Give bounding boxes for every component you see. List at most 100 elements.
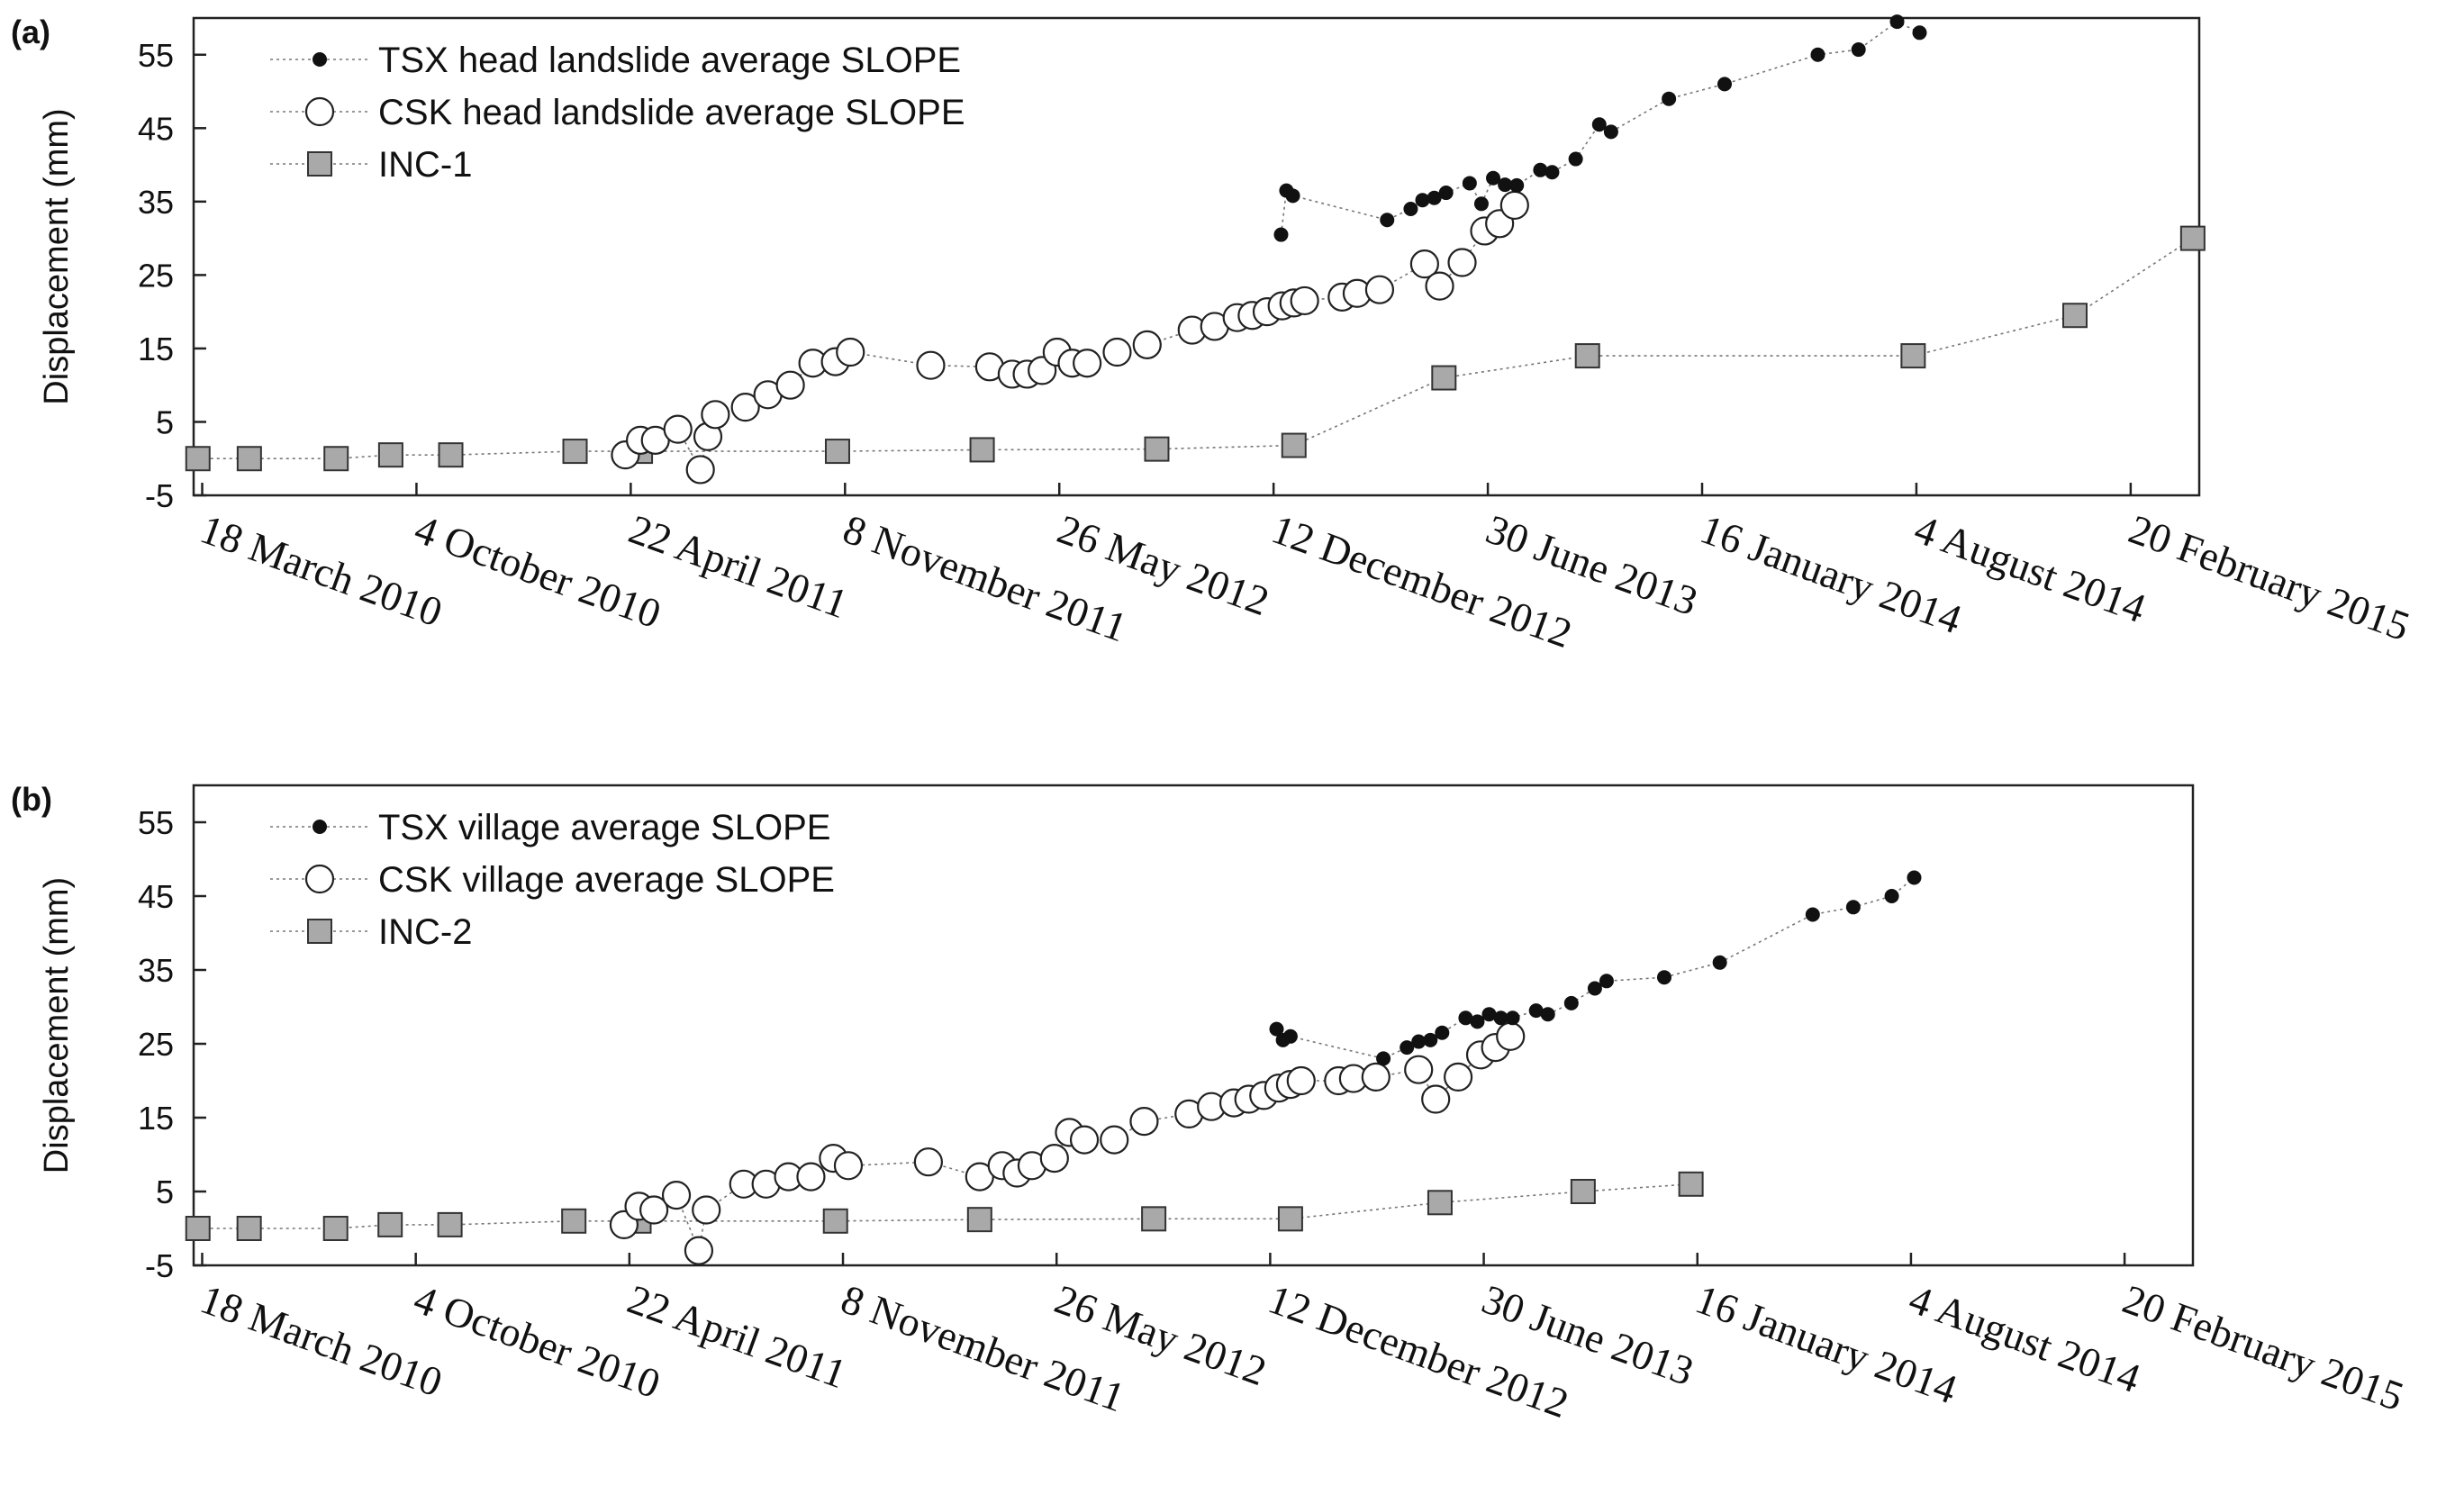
legend-label: CSK head landslide average SLOPE [378, 93, 965, 132]
data-point [1912, 25, 1927, 41]
data-point [1498, 177, 1513, 193]
data-point [1851, 42, 1866, 58]
data-point [1444, 1062, 1473, 1092]
data-point [1533, 162, 1548, 177]
data-point [438, 442, 464, 468]
data-point [1431, 365, 1457, 391]
data-point [236, 446, 262, 472]
series-3 [185, 1171, 1704, 1241]
data-point [1717, 77, 1732, 92]
plot-frame [192, 16, 2201, 497]
legend: TSX village average SLOPE CSK village ave… [270, 808, 835, 952]
data-point [1376, 1051, 1391, 1066]
data-point [1889, 14, 1905, 30]
data-point [1587, 981, 1602, 996]
data-point [1427, 190, 1442, 205]
legend-marker [313, 820, 327, 834]
data-point [1505, 1010, 1520, 1026]
data-point [836, 337, 865, 367]
y-tick-label: -5 [145, 1247, 174, 1284]
data-point [236, 1216, 262, 1241]
legend-label: INC-2 [378, 912, 472, 952]
y-tick-label: 45 [138, 878, 174, 915]
data-point [1486, 170, 1501, 186]
data-point [1269, 1021, 1284, 1037]
data-point [1144, 436, 1170, 462]
data-point [1282, 1028, 1298, 1044]
data-point [1427, 1190, 1453, 1216]
data-point [1462, 176, 1477, 191]
data-point [1285, 188, 1300, 204]
data-point [1447, 248, 1477, 277]
data-point [1423, 1032, 1438, 1047]
data-point [1568, 151, 1583, 167]
data-point [1662, 91, 1677, 106]
y-tick-label: 35 [138, 184, 174, 221]
panel-letter: (a) [11, 14, 50, 50]
data-point [1563, 995, 1579, 1010]
data-point [562, 439, 588, 465]
y-axis-label: Displacement (mm) [38, 877, 76, 1173]
data-point [1273, 227, 1289, 242]
y-tick-label: 55 [138, 37, 174, 74]
data-point [1570, 1179, 1596, 1204]
legend-label: TSX village average SLOPE [378, 808, 830, 847]
data-point [1403, 202, 1418, 216]
panel-letter: (b) [11, 781, 52, 818]
data-point [1528, 1003, 1544, 1019]
data-point [377, 442, 403, 468]
data-point [966, 1207, 992, 1233]
data-point [1421, 1084, 1451, 1114]
data-point [323, 446, 349, 472]
data-point [2179, 225, 2206, 251]
data-point [775, 370, 805, 400]
data-point [1277, 1206, 1303, 1232]
data-point [2062, 303, 2088, 329]
data-point [377, 1211, 403, 1237]
legend: TSX head landslide average SLOPE CSK head… [270, 41, 965, 185]
data-point [639, 1195, 669, 1225]
y-axis-label: Displacement (mm) [38, 108, 76, 404]
legend-marker [304, 96, 335, 127]
data-point [185, 1216, 211, 1241]
data-point [1069, 1125, 1100, 1155]
data-point [913, 1147, 943, 1177]
data-point [1907, 870, 1922, 885]
data-point [661, 1180, 692, 1210]
data-point [1435, 1025, 1450, 1040]
series-line [197, 237, 2194, 460]
data-point [1900, 343, 1926, 369]
data-point [1599, 974, 1614, 989]
data-point [1603, 124, 1618, 140]
data-point [1380, 213, 1395, 228]
y-tick-label: 15 [138, 331, 174, 367]
legend-label: CSK village average SLOPE [378, 860, 835, 900]
series-1 [1273, 14, 1927, 242]
data-point [1656, 970, 1671, 985]
y-tick-label: -5 [145, 477, 174, 514]
data-point [824, 439, 850, 465]
data-point [1540, 1007, 1555, 1022]
series-2 [609, 1021, 1526, 1265]
data-point [1141, 1206, 1167, 1232]
data-point [1496, 1021, 1526, 1051]
data-point [1499, 190, 1529, 221]
data-point [1361, 1062, 1391, 1092]
data-point [1102, 337, 1132, 367]
series-3 [185, 225, 2206, 472]
data-point [1509, 177, 1525, 193]
data-point [969, 437, 995, 463]
data-point [1884, 889, 1899, 903]
data-point [1425, 271, 1454, 301]
legend-label: INC-1 [378, 145, 472, 185]
data-point [684, 1236, 714, 1265]
data-point [1290, 285, 1319, 316]
data-point [1409, 249, 1439, 279]
data-point [1493, 1010, 1508, 1026]
data-point [1712, 955, 1727, 970]
data-point [796, 1162, 826, 1192]
legend-marker [307, 151, 332, 177]
data-point [1458, 1010, 1473, 1026]
y-tick-label: 5 [156, 403, 174, 440]
data-point [437, 1211, 463, 1237]
